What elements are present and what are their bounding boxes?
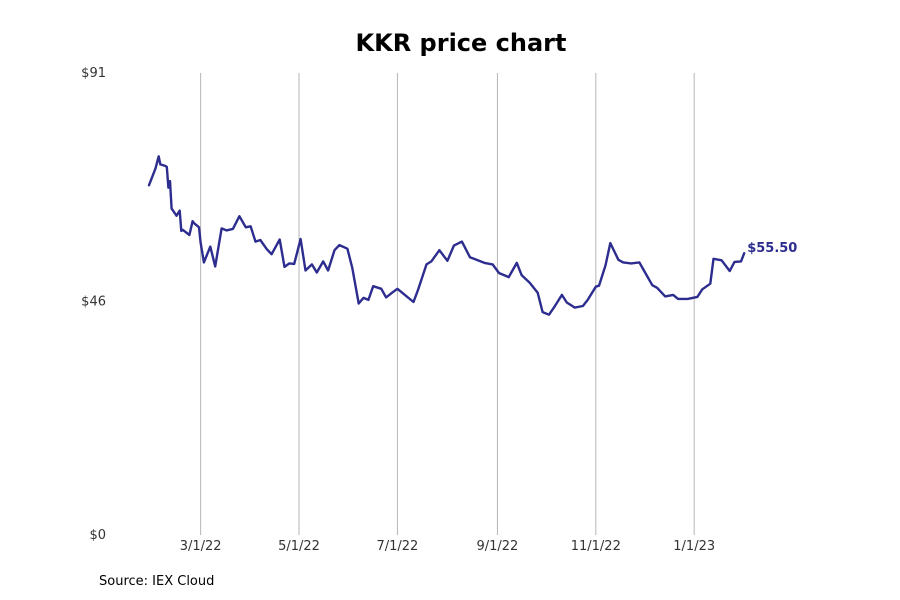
vertical-gridlines [200,73,695,535]
y-tick-label: $91 [81,66,106,81]
x-tick-label: 5/1/22 [278,539,320,554]
x-tick-label: 11/1/22 [571,539,621,554]
last-price-label: $55.50 [747,241,797,256]
source-note: Source: IEX Cloud [99,574,215,589]
x-tick-label: 3/1/22 [180,539,222,554]
x-axis-ticks: 3/1/22 5/1/22 7/1/22 9/1/22 11/1/22 1/1/23 [180,539,715,554]
chart-title: KKR price chart [356,29,567,57]
y-tick-label: $0 [89,528,106,543]
y-tick-label: $46 [81,294,106,309]
price-line [147,155,746,316]
y-axis-ticks: $0 $46 $91 [81,66,106,543]
x-tick-label: 7/1/22 [376,539,418,554]
x-tick-label: 1/1/23 [673,539,715,554]
x-tick-label: 9/1/22 [476,539,518,554]
